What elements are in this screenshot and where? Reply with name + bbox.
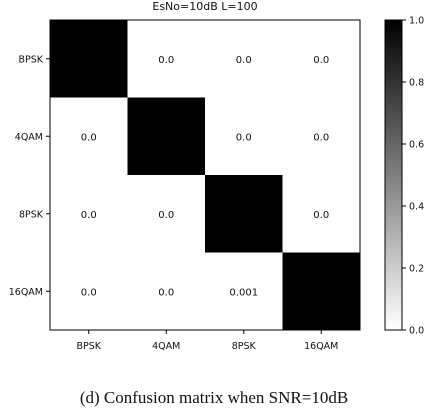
cell-value-label: 0.0	[313, 132, 329, 143]
heatmap-cell	[127, 175, 206, 253]
cell-value-label: 0.0	[81, 132, 97, 143]
x-tick-label: 16QAM	[304, 341, 338, 352]
colorbar-axis: 0.0 0.2 0.4 0.6 0.8 1.0	[402, 16, 424, 337]
cell-value-label: 0.0	[158, 55, 174, 66]
heatmap-cells	[50, 20, 361, 331]
colorbar-tick-label: 0.8	[409, 78, 424, 89]
colorbar-tick-label: 0.6	[409, 140, 424, 151]
cell-value-label: 0.0	[81, 210, 97, 221]
plot-frame	[49, 19, 361, 331]
cell-value-label: 0.0	[313, 210, 329, 221]
heatmap-cell	[205, 252, 283, 331]
colorbar-tick-label: 0.4	[409, 202, 424, 213]
colorbar-tick-label: 0.0	[409, 326, 424, 337]
x-tick-label: 4QAM	[152, 341, 180, 352]
y-tick-label: BPSK	[18, 54, 43, 65]
heatmap-cell	[50, 20, 128, 98]
heatmap-cell	[205, 175, 283, 253]
y-tick-label: 8PSK	[19, 209, 44, 220]
y-tick-label: 4QAM	[15, 132, 43, 143]
heatmap-cell	[50, 175, 128, 253]
heatmap-cell-labels: 0.0 0.0 0.0 0.0 0.0 0.0 0.0 0.0 0.0 0.0 0.0 0.001	[81, 55, 329, 299]
heatmap-cell	[205, 97, 283, 176]
cell-value-label: 0.0	[313, 55, 329, 66]
chart-title: EsNo=10dB L=100	[152, 0, 257, 13]
heatmap-cell	[127, 97, 206, 176]
confusion-matrix-figure: EsNo=10dB L=100 0.0 0.0 0.00.0 0.0 0.00.0 0.0…	[9, 0, 424, 352]
y-tick-label: 16QAM	[9, 287, 43, 298]
x-tick-label: 8PSK	[232, 341, 257, 352]
y-axis: BPSK 4QAM 8PSK 16QAM	[9, 54, 50, 298]
cell-value-label: 0.0	[236, 55, 252, 66]
cell-value-label: 0.0	[236, 132, 252, 143]
x-tick-label: BPSK	[76, 341, 101, 352]
heatmap-cell	[127, 252, 206, 331]
heatmap-cell	[50, 97, 128, 176]
heatmap-cell	[282, 252, 361, 331]
heatmap-cell	[282, 97, 361, 176]
figure-caption: (d) Confusion matrix when SNR=10dB	[79, 388, 349, 407]
heatmap-cell	[205, 20, 283, 98]
x-axis: BPSK 4QAM 8PSK 16QAM	[76, 330, 338, 352]
cell-value-label: 0.0	[158, 210, 174, 221]
colorbar	[384, 19, 403, 331]
colorbar-tick-label: 1.0	[409, 16, 424, 27]
cell-value-label: 0.0	[81, 287, 97, 298]
cell-value-label: 0.001	[229, 287, 258, 298]
heatmap-cell	[50, 252, 128, 331]
heatmap-cell	[282, 20, 361, 98]
heatmap-cell	[127, 20, 206, 98]
colorbar-tick-label: 0.2	[409, 264, 424, 275]
heatmap-cell	[282, 175, 361, 253]
cell-value-label: 0.0	[158, 287, 174, 298]
